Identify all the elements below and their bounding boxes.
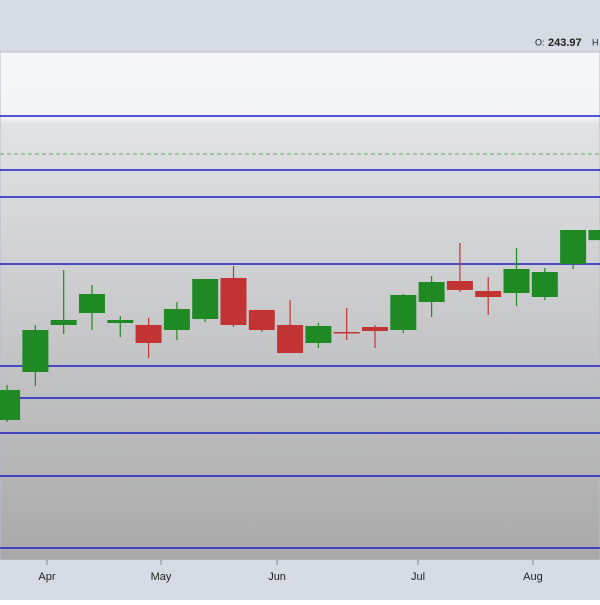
high-label: H <box>592 37 599 47</box>
x-tick-label: Aug <box>523 571 543 583</box>
open-label: O: <box>535 37 545 47</box>
candle-body <box>248 310 275 330</box>
candle-body <box>588 230 600 241</box>
candle-body <box>418 282 445 302</box>
candle-body <box>0 390 21 420</box>
candle-body <box>503 269 530 293</box>
candle-body <box>475 291 502 297</box>
open-value: 243.97 <box>548 37 582 49</box>
candle-body <box>50 320 77 325</box>
candle-body <box>305 326 332 343</box>
candle-body <box>333 332 360 334</box>
x-tick-label: May <box>151 571 172 583</box>
candle-body <box>362 327 388 331</box>
candle-body <box>135 325 162 343</box>
x-tick-label: Jul <box>411 571 425 583</box>
candle-body <box>446 281 473 290</box>
candle-body <box>277 325 304 353</box>
x-axis-area <box>0 560 600 600</box>
candle-body <box>220 278 247 325</box>
candle-body <box>163 309 190 330</box>
top-bar <box>0 0 600 52</box>
candle-body <box>560 230 587 264</box>
candle-body <box>78 294 105 313</box>
x-tick-label: Jun <box>268 571 286 583</box>
candle-body <box>531 272 558 297</box>
candle-body <box>22 330 49 372</box>
candle-body <box>390 295 417 330</box>
candle-body <box>192 279 219 319</box>
x-tick-label: Apr <box>38 571 55 583</box>
candle-body <box>107 320 134 323</box>
